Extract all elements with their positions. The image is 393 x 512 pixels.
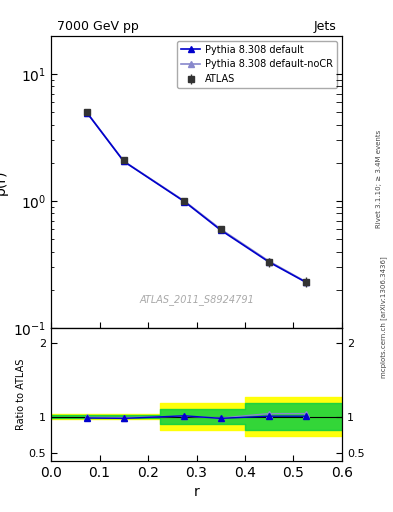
Text: mcplots.cern.ch [arXiv:1306.3436]: mcplots.cern.ch [arXiv:1306.3436]	[380, 257, 387, 378]
Text: 7000 GeV pp: 7000 GeV pp	[57, 20, 139, 33]
Pythia 8.308 default	[303, 279, 308, 285]
Pythia 8.308 default-noCR	[182, 198, 187, 204]
Pythia 8.308 default	[85, 110, 90, 116]
Pythia 8.308 default-noCR	[303, 279, 308, 285]
Text: Rivet 3.1.10; ≥ 3.4M events: Rivet 3.1.10; ≥ 3.4M events	[376, 130, 382, 228]
Pythia 8.308 default	[219, 227, 223, 233]
X-axis label: r: r	[194, 485, 199, 499]
Pythia 8.308 default	[182, 199, 187, 205]
Y-axis label: Ratio to ATLAS: Ratio to ATLAS	[16, 359, 26, 430]
Pythia 8.308 default-noCR	[85, 110, 90, 116]
Pythia 8.308 default	[121, 158, 126, 164]
Pythia 8.308 default-noCR	[219, 226, 223, 232]
Text: ATLAS_2011_S8924791: ATLAS_2011_S8924791	[139, 294, 254, 305]
Pythia 8.308 default-noCR	[267, 258, 272, 264]
Pythia 8.308 default-noCR	[121, 158, 126, 164]
Line: Pythia 8.308 default: Pythia 8.308 default	[84, 110, 309, 286]
Line: Pythia 8.308 default-noCR: Pythia 8.308 default-noCR	[84, 110, 309, 285]
Pythia 8.308 default	[267, 259, 272, 265]
Text: Jets: Jets	[313, 20, 336, 33]
Y-axis label: ρ(r): ρ(r)	[0, 169, 7, 195]
Legend: Pythia 8.308 default, Pythia 8.308 default-noCR, ATLAS: Pythia 8.308 default, Pythia 8.308 defau…	[177, 40, 337, 88]
